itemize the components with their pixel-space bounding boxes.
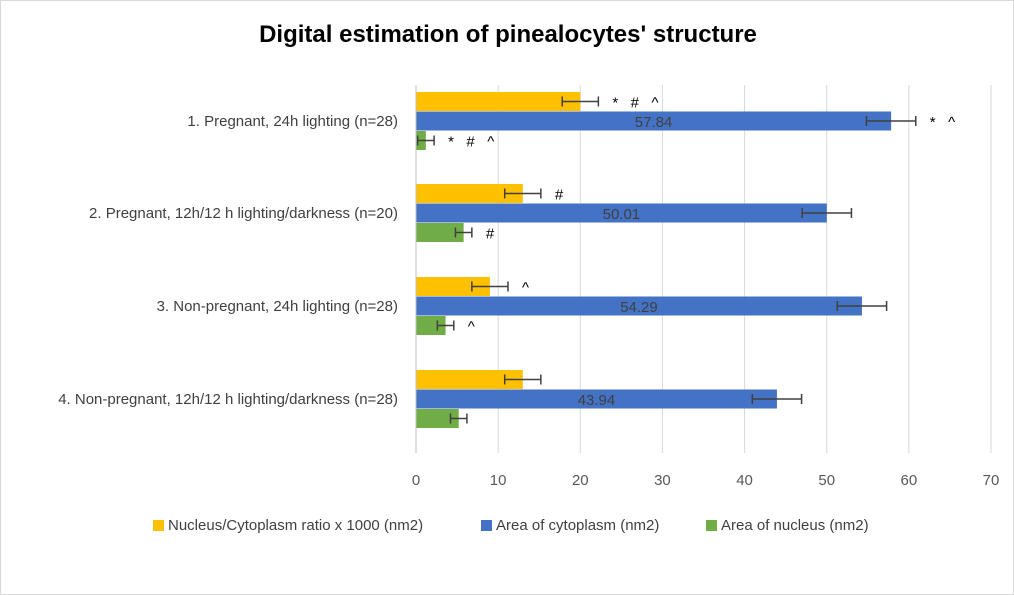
data-labels: 57.84 50.01 54.29 43.94 xyxy=(578,114,673,409)
category-label: 4. Non-pregnant, 12h/12 h lighting/darkn… xyxy=(58,391,398,408)
data-label: 54.29 xyxy=(620,299,658,316)
annotations: * # ^ # ^ * ^ * # ^ # ^ xyxy=(448,95,955,336)
data-label: 43.94 xyxy=(578,392,616,409)
bar xyxy=(416,370,523,389)
legend-label: Nucleus/Cytoplasm ratio x 1000 (nm2) xyxy=(168,517,423,534)
x-tick-label: 10 xyxy=(490,472,507,489)
x-tick-label: 0 xyxy=(412,472,420,489)
chart-title: Digital estimation of pinealocytes' stru… xyxy=(259,21,757,48)
significance-annotation: ^ xyxy=(468,319,475,336)
bar xyxy=(416,92,581,111)
bar xyxy=(416,184,523,203)
data-label: 50.01 xyxy=(603,206,641,223)
legend-swatch xyxy=(153,520,164,531)
significance-annotation: # xyxy=(486,226,495,243)
category-label: 2. Pregnant, 12h/12 h lighting/darkness … xyxy=(89,205,398,222)
bars xyxy=(416,92,892,428)
x-tick-label: 70 xyxy=(983,472,1000,489)
x-tick-label: 60 xyxy=(901,472,918,489)
bar xyxy=(416,223,464,242)
bar xyxy=(416,316,446,335)
significance-annotation: * # ^ xyxy=(448,134,494,151)
bar xyxy=(416,296,862,316)
significance-annotation: # xyxy=(555,187,564,204)
category-label: 1. Pregnant, 24h lighting (n=28) xyxy=(187,113,398,130)
legend-swatch xyxy=(481,520,492,531)
legend-label: Area of cytoplasm (nm2) xyxy=(496,517,659,534)
bar xyxy=(416,111,892,131)
error-bars xyxy=(416,96,917,424)
bar xyxy=(416,203,827,223)
significance-annotation: * ^ xyxy=(930,114,955,131)
data-label: 57.84 xyxy=(635,114,673,131)
bar xyxy=(416,409,459,428)
significance-annotation: * # ^ xyxy=(612,95,658,112)
x-tick-label: 20 xyxy=(572,472,589,489)
significance-annotation: ^ xyxy=(522,280,529,297)
bar xyxy=(416,389,777,409)
legend-swatch xyxy=(706,520,717,531)
x-tick-label: 50 xyxy=(818,472,835,489)
x-tick-label: 40 xyxy=(736,472,753,489)
legend: Nucleus/Cytoplasm ratio x 1000 (nm2) Area… xyxy=(153,517,869,534)
legend-label: Area of nucleus (nm2) xyxy=(721,517,869,534)
axes: 0 10 20 30 40 50 60 70 1. Pregnant, 24h lighting… xyxy=(58,85,999,489)
x-tick-label: 30 xyxy=(654,472,671,489)
category-label: 3. Non-pregnant, 24h lighting (n=28) xyxy=(157,298,398,315)
